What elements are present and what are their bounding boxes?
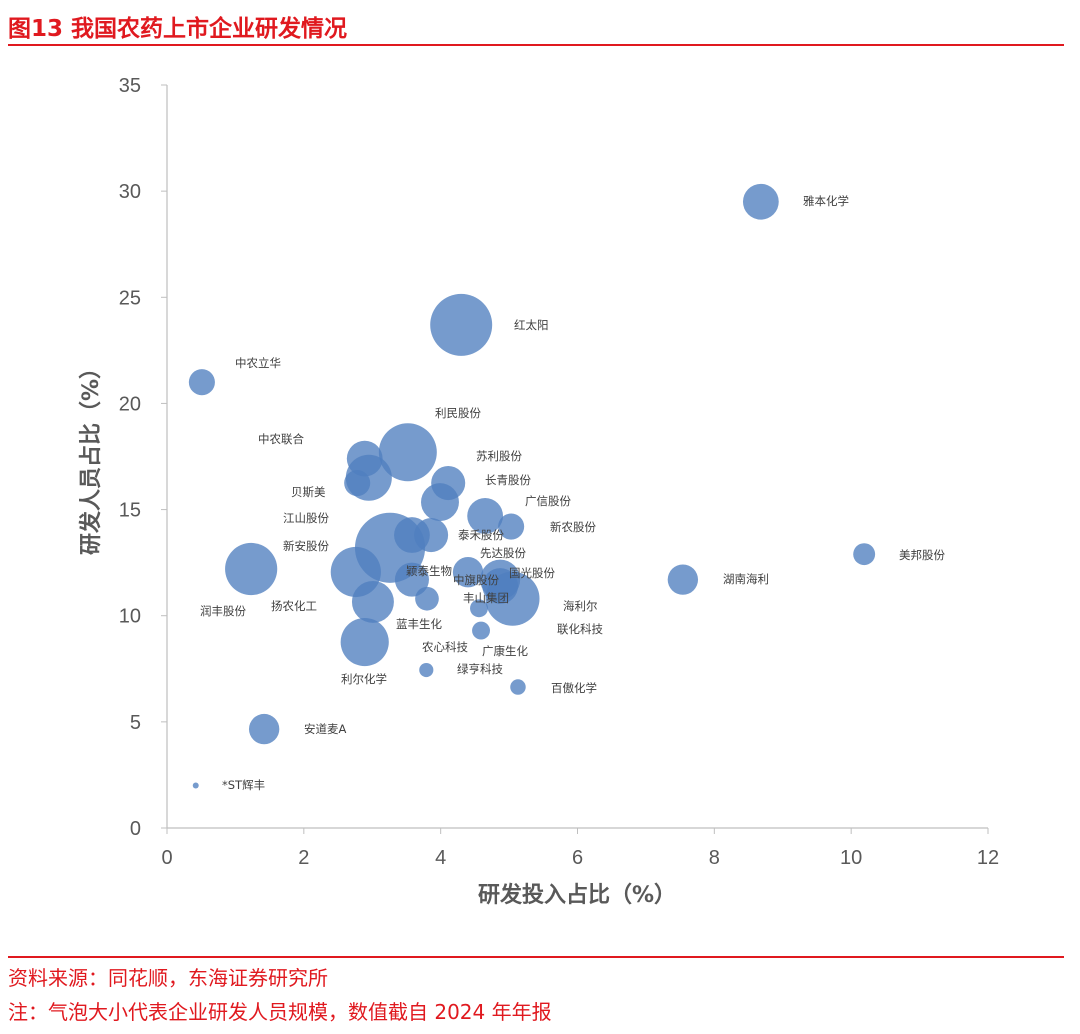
bubble-point [472,621,490,640]
bubble-point [510,679,526,695]
x-tick-label: 4 [435,847,446,869]
bubble-point [188,369,215,396]
bubble-point [351,580,394,623]
data-label: 蓝丰生化 [396,617,442,631]
bubble-point [394,562,429,597]
data-label: 广康生化 [482,644,528,658]
bubble-point [248,713,280,745]
bubble-point [853,543,876,566]
bubble-point [192,782,199,789]
axes: 0 5 10 15 20 25 30 35 0 2 4 6 8 10 12 [119,75,999,869]
bubble-point [667,564,699,595]
data-label: 贝斯美 [291,485,326,499]
data-label: 红太阳 [514,318,549,332]
x-tick-label: 2 [298,847,309,869]
data-label: 长青股份 [485,473,531,487]
bubble-point [485,571,540,626]
bubble-point [415,586,439,611]
data-label: 利民股份 [435,406,481,420]
y-tick-label: 15 [119,500,141,522]
y-tick-label: 35 [119,75,141,97]
y-tick-label: 0 [130,818,141,840]
bubble-point [225,542,278,596]
footer-divider [8,956,1064,958]
data-label: 湖南海利 [723,572,769,586]
bubble-point [452,557,484,588]
x-axis-label: 研发投入占比（%） [478,882,676,908]
bubble-point [378,423,437,482]
data-label: 泰禾股份 [458,528,504,542]
data-label: 利尔化学 [341,672,387,686]
figure-title: 图13 我国农药上市企业研发情况 [8,16,348,42]
data-label: 润丰股份 [200,604,246,618]
data-label: 中农联合 [258,432,304,446]
data-label: 中农立华 [235,356,281,370]
title-divider [8,44,1064,46]
y-tick-label: 25 [119,287,141,309]
data-label: 苏利股份 [476,449,522,463]
data-label: 雅本化学 [803,194,849,208]
y-axis-label: 研发人员占比（%） [78,357,104,555]
data-label: 农心科技 [422,640,468,654]
data-label: 广信股份 [525,494,571,508]
bubble-point [467,498,504,534]
data-label: 中旗股份 [453,573,499,587]
bubble-point [340,617,389,667]
data-label: 安道麦A [304,722,346,736]
data-label: 国光股份 [509,566,555,580]
data-label: 先达股份 [480,546,526,560]
data-label: 绿亨科技 [457,662,503,676]
y-tick-label: 10 [119,606,141,628]
data-label: 美邦股份 [899,548,945,562]
data-label: *ST辉丰 [222,778,265,792]
data-label: 联化科技 [557,622,603,636]
x-tick-label: 10 [840,847,862,869]
data-label: 新农股份 [550,520,596,534]
data-label: 扬农化工 [271,599,317,613]
data-label: 颖泰生物 [406,564,452,578]
bubble-point [345,454,392,501]
data-label: 丰山集团 [463,591,509,605]
bubble-point [470,599,488,618]
x-tick-label: 8 [709,847,720,869]
bubble-point [421,483,459,522]
x-tick-label: 0 [161,847,172,869]
bubble-point [419,662,434,678]
source-note: 资料来源：同花顺，东海证券研究所 [8,966,328,990]
bubble-point [430,293,493,356]
x-tick-label: 12 [977,847,999,869]
bubble-point [498,513,525,540]
data-label: 新安股份 [283,539,329,553]
bubbles [188,183,876,789]
y-tick-label: 30 [119,181,141,203]
y-tick-label: 5 [130,712,141,734]
bubble-point [742,183,779,220]
footnote: 注：气泡大小代表企业研发人员规模，数值截自 2024 年年报 [8,1000,552,1024]
y-tick-label: 20 [119,393,141,415]
x-tick-label: 6 [572,847,583,869]
data-label: 百傲化学 [551,681,597,695]
data-label: 江山股份 [283,511,329,525]
data-label: 海利尔 [563,599,598,613]
